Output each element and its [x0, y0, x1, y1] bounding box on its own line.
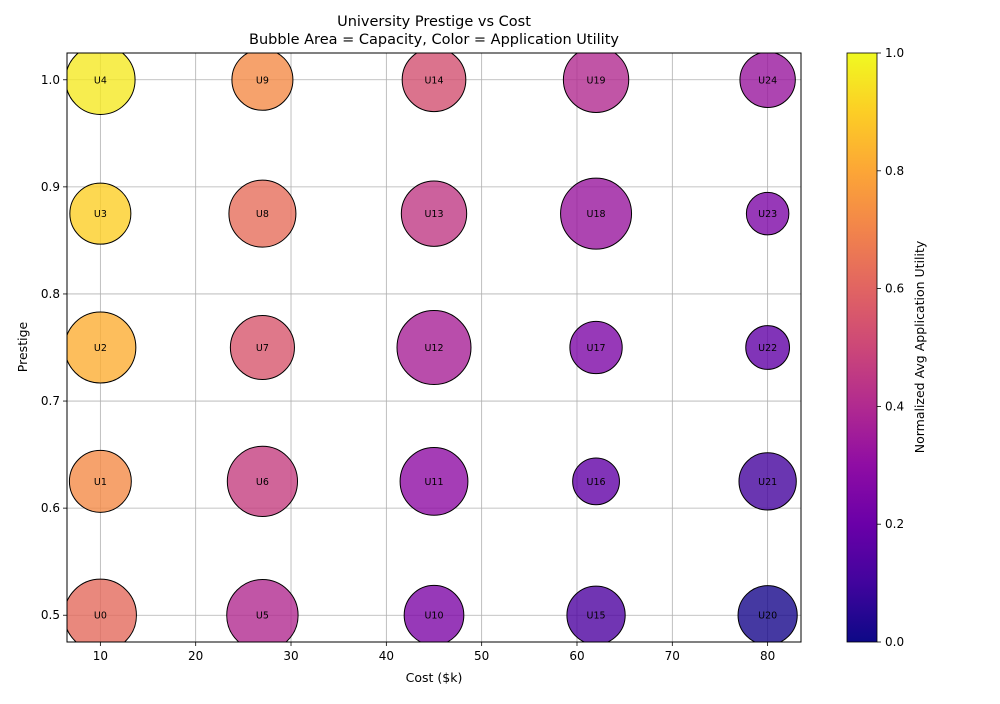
- bubble-label: U4: [94, 75, 107, 86]
- x-axis-ticks: 10 20 30 40 50 60 70 80: [93, 642, 775, 663]
- x-tick-label: 70: [665, 649, 680, 663]
- bubble-label: U14: [424, 75, 443, 86]
- colorbar-tick-label: 0.2: [885, 517, 904, 531]
- bubble-label: U1: [94, 477, 107, 488]
- y-tick-label: 0.5: [41, 608, 60, 622]
- bubble-label: U16: [587, 477, 606, 488]
- bubble-u18: [560, 177, 633, 250]
- bubble-u6: [226, 445, 299, 517]
- y-tick-label: 0.8: [41, 287, 60, 301]
- bubble-u16: [572, 457, 620, 506]
- bubble-u2: [67, 311, 137, 384]
- bubble-label: U7: [256, 343, 269, 354]
- bubble-label: U6: [256, 477, 269, 488]
- y-tick-label: 1.0: [41, 73, 60, 87]
- bubble-label: U0: [94, 611, 107, 622]
- bubble-u8: [228, 179, 297, 248]
- x-tick-label: 30: [283, 649, 298, 663]
- bubble-label: U11: [424, 477, 443, 488]
- bubble-label: U18: [587, 209, 606, 220]
- bubble-label: U24: [758, 75, 777, 86]
- colorbar: [846, 52, 878, 643]
- colorbar-tick-label: 0.0: [885, 635, 904, 649]
- x-tick-label: 40: [379, 649, 394, 663]
- x-tick-label: 50: [474, 649, 489, 663]
- bubble-u4: [67, 53, 136, 115]
- colorbar-tick-label: 0.8: [885, 164, 904, 178]
- bubble-u12: [396, 310, 472, 385]
- plot-frame: [66, 52, 802, 643]
- bubble-u21: [738, 452, 797, 511]
- x-tick-label: 20: [188, 649, 203, 663]
- bubble-u14: [401, 53, 467, 113]
- x-tick-label: 60: [569, 649, 584, 663]
- bubble-label: U20: [758, 611, 777, 622]
- bubble-u9: [231, 53, 294, 111]
- y-axis-label: Prestige: [15, 322, 30, 373]
- bubble-label: U21: [758, 477, 777, 488]
- bubble-u15: [566, 585, 626, 642]
- bubble-label: U3: [94, 209, 107, 220]
- bubble-label: U12: [424, 343, 443, 354]
- colorbar-tick-label: 0.4: [885, 399, 904, 413]
- colorbar-ticks: 0.0 0.2 0.4 0.6 0.8 1.0: [877, 46, 904, 649]
- bubble-label: U2: [94, 343, 107, 354]
- chart-title-line1: University Prestige vs Cost: [337, 14, 531, 30]
- bubble-u20: [737, 585, 798, 642]
- x-tick-label: 10: [93, 649, 108, 663]
- bubble-u3: [69, 182, 132, 245]
- x-tick-label: 80: [760, 649, 775, 663]
- bubble-u1: [68, 449, 132, 513]
- bubble-u13: [400, 180, 468, 247]
- bubble-label: U23: [758, 209, 777, 220]
- bubble-u0: [67, 578, 137, 642]
- bubble-u7: [229, 314, 295, 381]
- bubble-label: U8: [256, 209, 269, 220]
- y-tick-label: 0.7: [41, 394, 60, 408]
- bubble-u10: [403, 584, 465, 642]
- chart-title-line2: Bubble Area = Capacity, Color = Applicat…: [249, 32, 619, 48]
- colorbar-tick-label: 0.6: [885, 282, 904, 296]
- bubble-label: U9: [256, 75, 269, 86]
- bubble-u24: [739, 53, 796, 108]
- bubble-label: U5: [256, 611, 269, 622]
- x-axis-label: Cost ($k): [406, 670, 463, 685]
- bubble-label: U13: [424, 209, 443, 220]
- bubble-u11: [399, 446, 469, 516]
- bubble-u23: [745, 191, 790, 236]
- bubble-label: U19: [587, 75, 606, 86]
- colorbar-label: Normalized Avg Application Utility: [912, 240, 927, 453]
- bubble-u19: [562, 53, 630, 113]
- bubble-label: U10: [424, 611, 443, 622]
- bubble-u17: [569, 320, 623, 375]
- y-tick-label: 0.9: [41, 180, 60, 194]
- bubble-label: U17: [587, 343, 606, 354]
- bubble-label: U15: [587, 611, 606, 622]
- y-axis-ticks: 0.5 0.6 0.7 0.8 0.9 1.0: [41, 73, 67, 622]
- bubble-label: U22: [758, 343, 777, 354]
- bubble-u22: [745, 325, 791, 370]
- bubble-layer: U0 U1 U2 U3 U4 U5 U6 U7 U8 U9 U10 U11 U12 U13 U14 U15 U1…: [67, 53, 798, 642]
- bubble-u5: [226, 579, 299, 642]
- y-tick-label: 0.6: [41, 501, 60, 515]
- colorbar-tick-label: 1.0: [885, 46, 904, 60]
